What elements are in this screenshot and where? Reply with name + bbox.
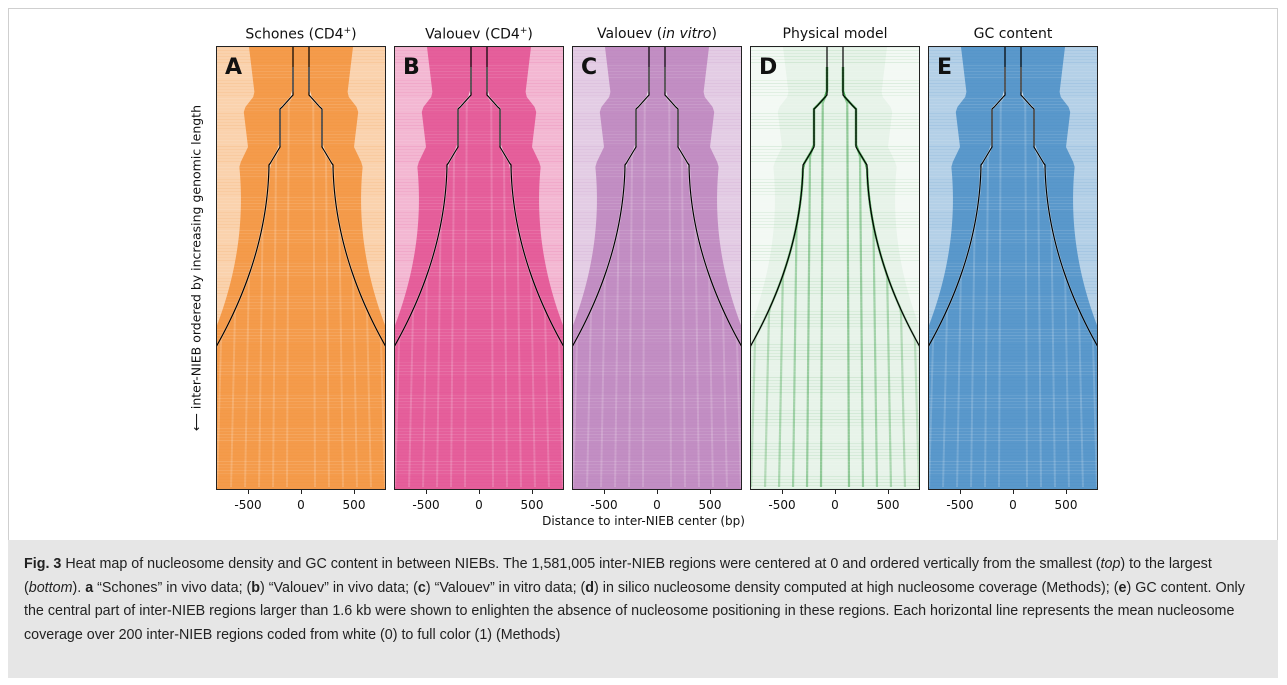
tick-mark	[532, 490, 533, 494]
tick-mark	[782, 490, 783, 494]
caption-bold: b	[251, 579, 261, 596]
heatmap-image	[751, 47, 919, 489]
tick-mark	[301, 490, 302, 494]
x-tick-label: 500	[342, 498, 366, 512]
x-tick-label: 0	[297, 498, 305, 512]
x-tick-label: -500	[412, 498, 440, 512]
tick-mark	[710, 490, 711, 494]
x-tick-label: -500	[946, 498, 974, 512]
panel-c-title: Valouev (in vitro)	[597, 26, 717, 42]
heatmap-image	[395, 47, 563, 489]
panel-a-title: Schones (CD4+)	[245, 26, 357, 43]
tick-mark	[354, 490, 355, 494]
figure-caption: Fig. 3 Heat map of nucleosome density an…	[8, 540, 1278, 678]
x-tick-label: 500	[520, 498, 544, 512]
tick-mark	[888, 490, 889, 494]
panel-d-title: Physical model	[782, 26, 888, 42]
x-tick-label: 500	[1054, 498, 1078, 512]
x-tick-label: 500	[876, 498, 900, 512]
x-tick-label: -500	[590, 498, 618, 512]
x-tick-label: 0	[475, 498, 483, 512]
x-tick-label: 500	[698, 498, 722, 512]
heatmap-image	[929, 47, 1097, 489]
heatmap-image	[573, 47, 741, 489]
tick-mark	[835, 490, 836, 494]
tick-mark	[479, 490, 480, 494]
caption-text: ) in silico nucleosome density computed …	[594, 579, 1119, 596]
tick-mark	[248, 490, 249, 494]
x-tick-label: 0	[831, 498, 839, 512]
caption-text: ).	[72, 579, 86, 596]
figure: ⟵ inter-NIEB ordered by increasing genom…	[188, 26, 1098, 528]
x-tick-label: 0	[653, 498, 661, 512]
tick-mark	[960, 490, 961, 494]
heatmap-panel-b: B	[394, 46, 564, 490]
caption-text: ) “Valouev” in vitro data; (	[425, 579, 586, 596]
x-tick-label: -500	[768, 498, 796, 512]
panel-letter-e: E	[937, 55, 953, 80]
tick-mark	[426, 490, 427, 494]
panel-b-title: Valouev (CD4+)	[425, 26, 533, 43]
tick-mark	[1066, 490, 1067, 494]
heatmap-panel-d: D	[750, 46, 920, 490]
caption-text: ) GC content. Only the central part of i…	[24, 579, 1245, 643]
caption-italic: bottom	[28, 579, 73, 596]
heatmap-panel-a: A	[216, 46, 386, 490]
panel-letter-d: D	[759, 55, 778, 80]
caption-italic: top	[1100, 556, 1121, 572]
x-axis-label: Distance to inter-NIEB center (bp)	[542, 514, 745, 528]
y-axis-label: ⟵ inter-NIEB ordered by increasing genom…	[188, 104, 204, 432]
tick-mark	[657, 490, 658, 494]
caption-text: “Schones” in vivo data; (	[93, 579, 252, 596]
caption-bold: c	[417, 579, 426, 596]
heatmap-panel-e: E	[928, 46, 1098, 490]
panel-letter-b: B	[403, 55, 420, 80]
caption-bold: d	[585, 579, 595, 596]
tick-mark	[604, 490, 605, 494]
tick-mark	[1013, 490, 1014, 494]
caption-bold: e	[1118, 579, 1127, 596]
caption-text: ) to the largest (	[24, 556, 1212, 596]
caption-fig-label: Fig. 3	[24, 556, 62, 572]
caption-bold: a	[85, 579, 94, 596]
heatmap-image	[217, 47, 385, 489]
caption-text: Heat map of nucleosome density and GC co…	[61, 556, 1101, 572]
panel-e-title: GC content	[973, 26, 1053, 42]
panel-letter-a: A	[225, 55, 243, 80]
heatmap-panel-c: C	[572, 46, 742, 490]
caption-text: ) “Valouev” in vivo data; (	[260, 579, 418, 596]
x-tick-label: -500	[234, 498, 262, 512]
x-tick-label: 0	[1009, 498, 1017, 512]
panel-letter-c: C	[581, 55, 598, 80]
